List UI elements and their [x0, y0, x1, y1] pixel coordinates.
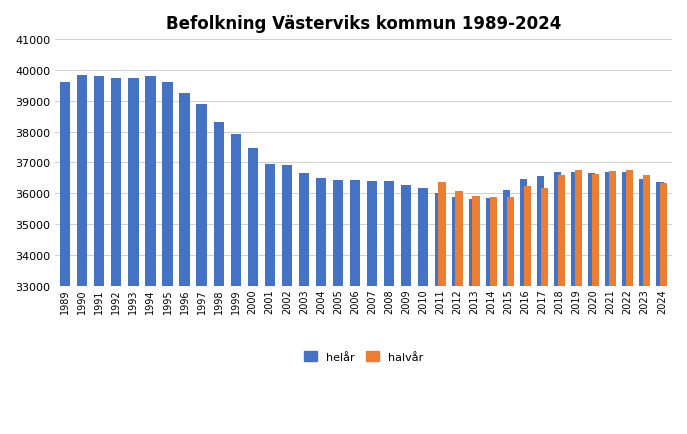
Bar: [384, 182, 394, 434]
Bar: [438, 183, 446, 434]
Bar: [605, 172, 612, 434]
Bar: [418, 188, 428, 434]
Bar: [622, 172, 629, 434]
Bar: [60, 83, 70, 434]
Bar: [146, 77, 155, 434]
Bar: [435, 194, 442, 434]
Bar: [247, 149, 258, 434]
Bar: [643, 175, 650, 434]
Bar: [473, 196, 480, 434]
Bar: [588, 174, 596, 434]
Bar: [455, 191, 462, 434]
Bar: [486, 199, 493, 434]
Bar: [660, 184, 667, 434]
Bar: [571, 172, 578, 434]
Bar: [231, 135, 240, 434]
Bar: [523, 187, 531, 434]
Bar: [179, 94, 190, 434]
Bar: [367, 181, 377, 434]
Bar: [469, 199, 476, 434]
Bar: [350, 181, 360, 434]
Bar: [558, 175, 565, 434]
Bar: [401, 186, 412, 434]
Bar: [128, 79, 139, 434]
Bar: [94, 77, 104, 434]
Bar: [111, 79, 122, 434]
Bar: [626, 170, 633, 434]
Bar: [162, 83, 172, 434]
Bar: [196, 105, 207, 434]
Bar: [299, 173, 309, 434]
Bar: [214, 122, 224, 434]
Bar: [575, 171, 582, 434]
Bar: [282, 165, 292, 434]
Title: Befolkning Västerviks kommun 1989-2024: Befolkning Västerviks kommun 1989-2024: [166, 15, 561, 33]
Bar: [506, 198, 514, 434]
Legend: helår, halvår: helår, halvår: [300, 347, 427, 366]
Bar: [541, 188, 548, 434]
Bar: [77, 76, 87, 434]
Bar: [452, 197, 459, 434]
Bar: [592, 174, 599, 434]
Bar: [537, 177, 544, 434]
Bar: [503, 191, 510, 434]
Bar: [609, 172, 616, 434]
Bar: [333, 181, 343, 434]
Bar: [640, 180, 646, 434]
Bar: [520, 179, 527, 434]
Bar: [554, 173, 561, 434]
Bar: [316, 178, 326, 434]
Bar: [656, 183, 664, 434]
Bar: [264, 164, 275, 434]
Bar: [490, 198, 497, 434]
